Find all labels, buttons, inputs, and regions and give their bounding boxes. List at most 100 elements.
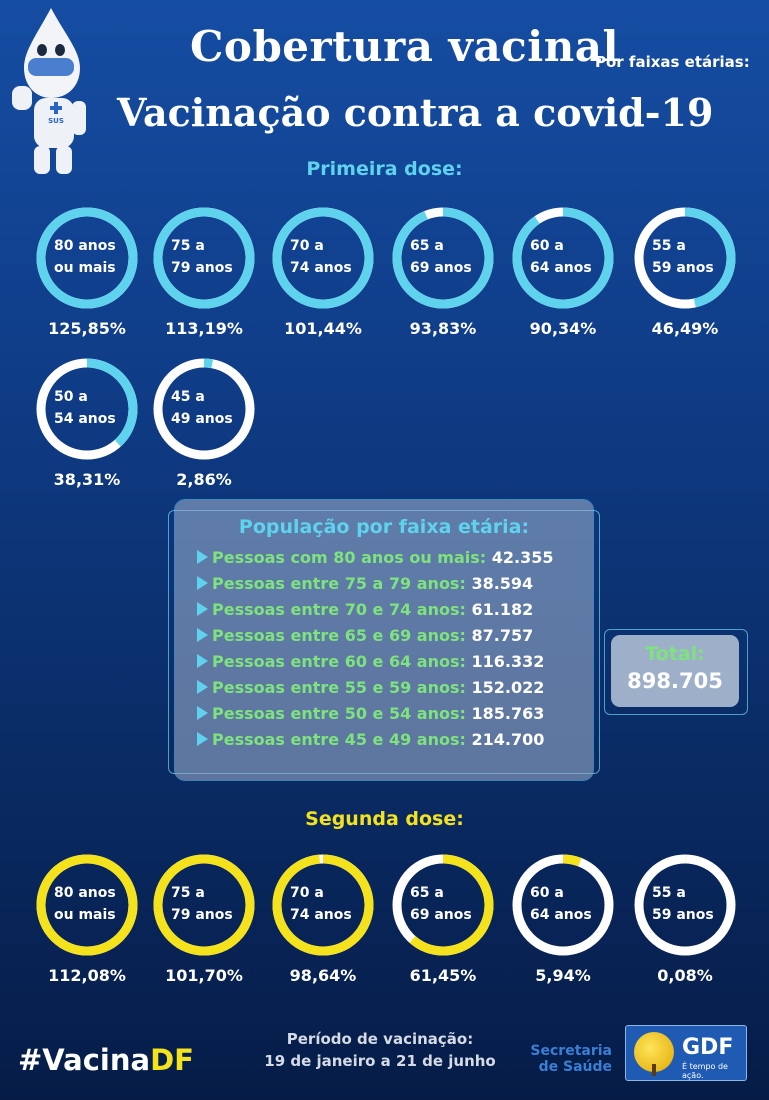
age-range-line1: 60 a bbox=[530, 885, 564, 901]
play-triangle-icon bbox=[197, 550, 208, 564]
population-row: Pessoas entre 60 e 64 anos: 116.332 bbox=[197, 652, 544, 671]
first-dose-heading: Primeira dose: bbox=[306, 158, 463, 180]
play-triangle-icon bbox=[197, 732, 208, 746]
coverage-percent: 125,85% bbox=[48, 319, 126, 338]
coverage-percent: 0,08% bbox=[657, 966, 713, 985]
age-range-line2: 64 anos bbox=[530, 260, 592, 276]
population-value: 42.355 bbox=[491, 548, 554, 567]
population-label: Pessoas entre 50 e 54 anos: bbox=[212, 704, 466, 723]
age-range-line1: 75 a bbox=[171, 885, 205, 901]
ze-gotinha-mascot-illustration: SUS bbox=[6, 6, 106, 176]
age-range-line1: 50 a bbox=[54, 389, 88, 405]
ring-fill bbox=[634, 207, 736, 309]
play-triangle-icon bbox=[197, 654, 208, 668]
age-range-label: 45 a 49 anos bbox=[171, 386, 233, 430]
coverage-ring: 70 a 74 anos bbox=[270, 205, 376, 311]
page-title: Cobertura vacinal bbox=[190, 22, 619, 71]
hashtag-suffix: DF bbox=[150, 1043, 194, 1077]
age-range-label: 80 anos ou mais bbox=[54, 235, 116, 279]
period-label: Período de vacinação: bbox=[286, 1030, 474, 1048]
population-value: 214.700 bbox=[471, 730, 545, 749]
secretaria-logo: Secretaria de Saúde bbox=[520, 1043, 612, 1075]
age-range-line2: 49 anos bbox=[171, 411, 233, 427]
coverage-ring: 45 a 49 anos bbox=[151, 356, 257, 462]
secretaria-line1: Secretaria bbox=[530, 1043, 612, 1059]
play-triangle-icon bbox=[197, 706, 208, 720]
age-range-label: 75 a 79 anos bbox=[171, 235, 233, 279]
coverage-percent: 5,94% bbox=[535, 966, 591, 985]
tree-trunk bbox=[652, 1064, 656, 1076]
age-range-line2: 69 anos bbox=[410, 260, 472, 276]
hashtag: #VacinaDF bbox=[18, 1043, 194, 1077]
population-label: Pessoas entre 70 e 74 anos: bbox=[212, 600, 466, 619]
play-triangle-icon bbox=[197, 576, 208, 590]
population-row: Pessoas entre 75 a 79 anos: 38.594 bbox=[197, 574, 533, 593]
ring-fill bbox=[512, 854, 614, 956]
age-range-line2: 79 anos bbox=[171, 260, 233, 276]
ring-fill bbox=[153, 207, 255, 309]
age-range-line2: 74 anos bbox=[290, 260, 352, 276]
population-row: Pessoas entre 70 e 74 anos: 61.182 bbox=[197, 600, 533, 619]
age-range-line2: 69 anos bbox=[410, 907, 472, 923]
total-frame bbox=[604, 629, 748, 715]
coverage-percent: 112,08% bbox=[48, 966, 126, 985]
page-title-secondary: Vacinação contra a covid-19 bbox=[117, 90, 714, 135]
coverage-percent: 93,83% bbox=[409, 319, 477, 338]
population-label: Pessoas entre 55 e 59 anos: bbox=[212, 678, 466, 697]
coverage-percent: 2,86% bbox=[176, 470, 232, 489]
age-range-line1: 60 a bbox=[530, 238, 564, 254]
age-range-line1: 75 a bbox=[171, 238, 205, 254]
population-row: Pessoas entre 55 e 59 anos: 152.022 bbox=[197, 678, 544, 697]
population-row: Pessoas entre 65 e 69 anos: 87.757 bbox=[197, 626, 533, 645]
population-label: Pessoas com 80 anos ou mais: bbox=[212, 548, 487, 567]
ring-fill bbox=[153, 358, 255, 460]
coverage-ring: 75 a 79 anos bbox=[151, 205, 257, 311]
age-range-line2: 74 anos bbox=[290, 907, 352, 923]
gdf-slogan: É tempo de ação. bbox=[682, 1062, 728, 1080]
population-label: Pessoas entre 65 e 69 anos: bbox=[212, 626, 466, 645]
coverage-ring: 55 a 59 anos bbox=[632, 205, 738, 311]
age-range-line2: 79 anos bbox=[171, 907, 233, 923]
age-range-line1: 65 a bbox=[410, 885, 444, 901]
population-value: 38.594 bbox=[471, 574, 534, 593]
age-range-line1: 45 a bbox=[171, 389, 205, 405]
age-range-label: 70 a 74 anos bbox=[290, 235, 352, 279]
age-range-line2: ou mais bbox=[54, 260, 116, 276]
coverage-ring: 60 a 64 anos bbox=[510, 852, 616, 958]
coverage-ring: 65 a 69 anos bbox=[390, 205, 496, 311]
population-value: 185.763 bbox=[471, 704, 545, 723]
play-triangle-icon bbox=[197, 628, 208, 642]
age-range-label: 65 a 69 anos bbox=[410, 235, 472, 279]
ring-fill bbox=[36, 207, 138, 309]
ring-fill bbox=[512, 207, 614, 309]
secretaria-line2: de Saúde bbox=[538, 1059, 612, 1075]
total-value: 898.705 bbox=[627, 669, 723, 693]
age-range-label: 50 a 54 anos bbox=[54, 386, 116, 430]
coverage-ring: 55 a 59 anos bbox=[632, 852, 738, 958]
ring-fill bbox=[392, 207, 494, 309]
coverage-ring: 50 a 54 anos bbox=[34, 356, 140, 462]
age-range-line1: 55 a bbox=[652, 885, 686, 901]
coverage-ring: 65 a 69 anos bbox=[390, 852, 496, 958]
hashtag-prefix: #Vacina bbox=[18, 1043, 151, 1077]
age-range-label: 65 a 69 anos bbox=[410, 882, 472, 926]
play-triangle-icon bbox=[197, 602, 208, 616]
total-label: Total: bbox=[645, 643, 705, 665]
ring-fill bbox=[36, 358, 138, 460]
age-range-label: 75 a 79 anos bbox=[171, 882, 233, 926]
age-range-line1: 70 a bbox=[290, 238, 324, 254]
coverage-percent: 113,19% bbox=[165, 319, 243, 338]
ring-fill bbox=[634, 854, 736, 956]
age-range-line1: 80 anos bbox=[54, 885, 116, 901]
population-value: 87.757 bbox=[471, 626, 534, 645]
coverage-percent: 46,49% bbox=[651, 319, 719, 338]
ring-fill bbox=[392, 854, 494, 956]
ring-fill bbox=[272, 854, 374, 956]
age-range-label: 60 a 64 anos bbox=[530, 235, 592, 279]
age-range-line1: 70 a bbox=[290, 885, 324, 901]
population-title: População por faixa etária: bbox=[238, 516, 530, 538]
population-row: Pessoas com 80 anos ou mais: 42.355 bbox=[197, 548, 554, 567]
coverage-percent: 101,44% bbox=[284, 319, 362, 338]
population-row: Pessoas entre 45 e 49 anos: 214.700 bbox=[197, 730, 544, 749]
coverage-ring: 75 a 79 anos bbox=[151, 852, 257, 958]
